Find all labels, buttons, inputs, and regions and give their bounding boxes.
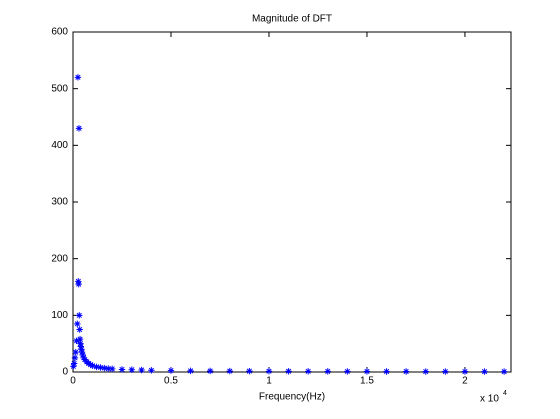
data-point [105,365,112,372]
data-point [80,354,87,362]
data-point [97,364,104,371]
data-point [344,368,351,375]
data-point [78,346,85,353]
y-tick-label: 100 [51,310,68,321]
data-point [75,125,83,132]
data-point [76,312,83,319]
data-point [75,280,82,288]
data-point [304,368,312,375]
data-point [138,366,145,374]
data-point [74,74,82,81]
y-tick-label: 400 [51,140,68,151]
y-tick-label: 0 [62,367,68,378]
x-multiplier: x 10 [480,394,499,405]
x-tick-label: 1.5 [360,376,374,387]
data-point [226,367,233,375]
y-tick-label: 500 [51,83,68,94]
x-multiplier-exponent: 4 [503,390,507,397]
data-point [108,365,116,373]
data-point [363,368,371,375]
data-point [72,348,79,356]
data-point [101,364,108,372]
data-point [77,343,85,350]
data-point [78,348,86,356]
data-point [87,361,94,368]
data-point [167,367,175,374]
data-point [187,367,194,375]
data-point [422,368,429,375]
data-point [383,368,390,375]
data-point [148,367,155,374]
data-point [118,366,126,373]
data-point [76,335,84,343]
data-point [402,368,410,375]
data-point [128,366,135,373]
data-point [93,363,100,371]
x-tick-label: 0 [70,376,76,387]
data-point [70,363,77,370]
data-point [70,360,78,367]
data-point [442,368,449,375]
data-point [76,326,83,333]
y-tick-label: 600 [51,27,68,38]
data-point [71,354,79,362]
data-point [324,368,331,375]
data-point [285,368,292,375]
data-point [500,368,508,375]
y-tick-label: 200 [51,253,68,264]
data-point [89,362,96,369]
data-point [206,367,214,375]
x-tick-label: 1 [266,376,272,387]
y-tick-label: 300 [51,197,68,208]
data-point [73,337,80,345]
data-point [79,351,86,359]
x-tick-label: 0.5 [164,376,178,387]
data-point [461,368,469,375]
data-point [85,360,92,367]
chart-title: Magnitude of DFT [252,14,332,25]
data-point [74,320,81,328]
data-point [246,367,253,375]
data-point [481,368,488,375]
x-tick-label: 2 [462,376,468,387]
data-point [265,368,273,375]
x-axis-label: Frequency(Hz) [259,392,325,403]
